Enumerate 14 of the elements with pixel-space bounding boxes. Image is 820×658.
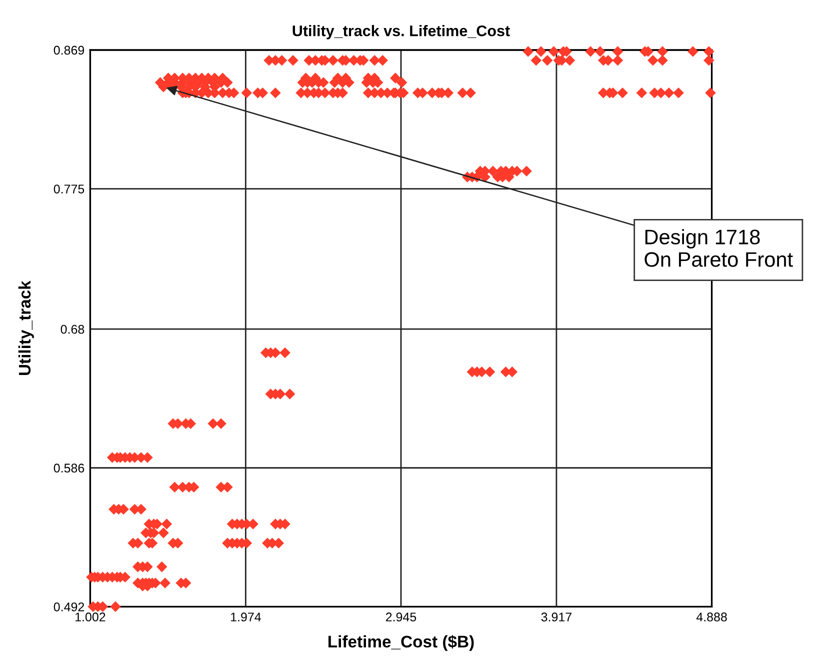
x-tick-label: 4.888 bbox=[696, 612, 727, 622]
y-tick-label: 0.68 bbox=[60, 324, 84, 334]
y-axis-title: Utility_track bbox=[18, 280, 34, 376]
annotation: Design 1718 On Pareto Front bbox=[644, 229, 793, 267]
x-tick-label: 2.945 bbox=[386, 612, 416, 622]
chart-title: Utility_track vs. Lifetime_Cost bbox=[292, 25, 510, 40]
y-tick-label: 0.586 bbox=[54, 464, 84, 473]
y-tick-label: 0.775 bbox=[54, 184, 84, 194]
y-tick-label: 0.869 bbox=[54, 46, 84, 55]
y-tick-label: 0.492 bbox=[54, 602, 84, 612]
x-tick-label: 1.974 bbox=[230, 612, 261, 622]
x-tick-label: 3.917 bbox=[541, 612, 572, 622]
x-axis-title: Lifetime_Cost ($B) bbox=[328, 634, 474, 651]
x-tick-label: 1.002 bbox=[76, 612, 106, 622]
